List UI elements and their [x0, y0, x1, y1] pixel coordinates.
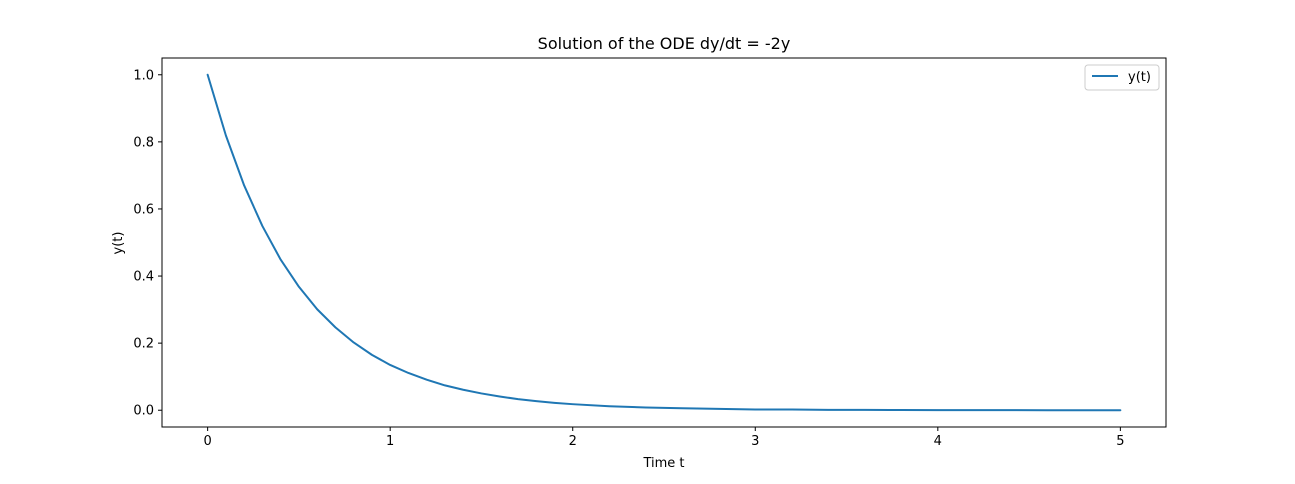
x-tick-label: 1 — [386, 434, 394, 449]
y-tick-label: 1.0 — [133, 68, 154, 83]
x-tick-label: 4 — [934, 434, 942, 449]
plot-area-frame — [161, 57, 1167, 428]
y-tick-label: 0.8 — [133, 135, 154, 150]
chart-title: Solution of the ODE dy/dt = -2y — [538, 34, 791, 53]
y-tick-label: 0.4 — [133, 270, 154, 285]
legend-label-y-t: y(t) — [1128, 70, 1151, 85]
x-tick-label: 3 — [751, 434, 759, 449]
x-tick-label: 2 — [569, 434, 577, 449]
y-axis-ticks: 0.0 0.2 0.4 0.6 0.8 1.0 — [133, 68, 162, 419]
series-line-y-t — [206, 73, 1122, 412]
y-axis-label: y(t) — [111, 232, 126, 255]
y-tick-label: 0.6 — [133, 202, 154, 217]
x-axis-ticks: 0 1 2 3 4 5 — [203, 427, 1125, 449]
x-tick-label: 0 — [203, 434, 211, 449]
y-tick-label: 0.0 — [133, 404, 154, 419]
series-lines — [206, 73, 1122, 412]
y-tick-label: 0.2 — [133, 337, 154, 352]
legend-box — [1084, 64, 1160, 91]
legend: y(t) — [1084, 64, 1160, 91]
x-tick-label: 5 — [1116, 434, 1124, 449]
x-axis-label: Time t — [642, 456, 684, 471]
